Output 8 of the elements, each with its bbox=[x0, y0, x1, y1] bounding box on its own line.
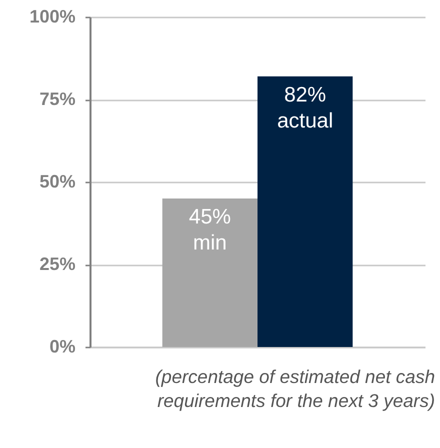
y-tick-label: 75% bbox=[39, 89, 76, 109]
data-label: 82% actual bbox=[277, 83, 334, 132]
y-tick-label: 100% bbox=[29, 6, 76, 26]
y-tick-label: 25% bbox=[39, 254, 76, 274]
data-label: 45% min bbox=[188, 206, 231, 254]
y-tick-label: 50% bbox=[39, 172, 76, 192]
y-tick-label: 0% bbox=[49, 336, 76, 356]
text: (percentage of estimated net cash requirements for the next 3 years) bbox=[154, 365, 435, 413]
